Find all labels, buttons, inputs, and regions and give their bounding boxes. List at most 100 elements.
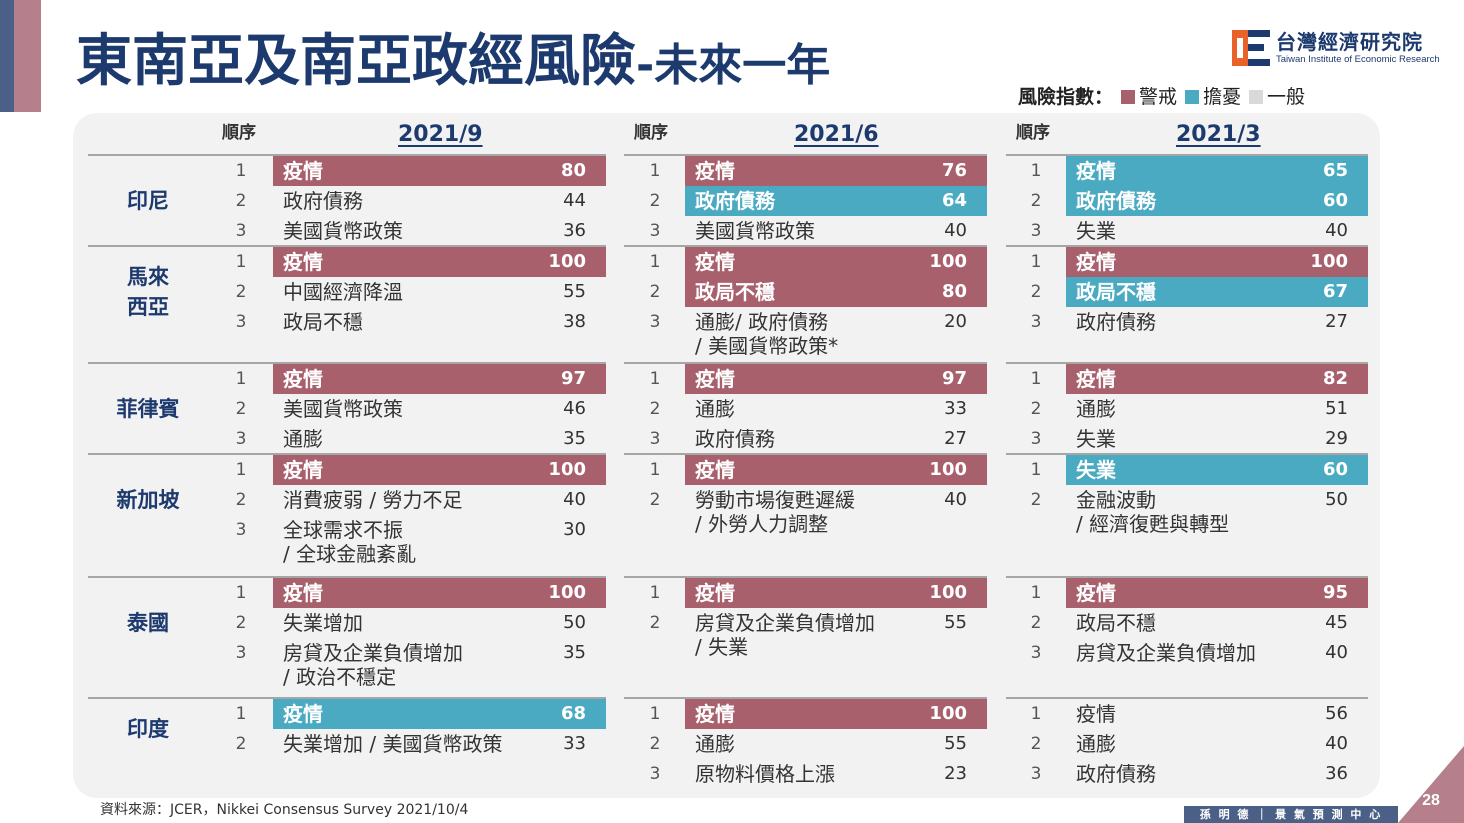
- row-separator: [1006, 154, 1368, 156]
- risk-item: 疫情 76: [685, 156, 987, 186]
- country-label: 泰國: [88, 608, 208, 638]
- risk-item: 失業 40: [1066, 216, 1368, 246]
- row-separator: [624, 576, 987, 578]
- row-separator: [1006, 362, 1368, 364]
- risk-value: 100: [548, 459, 586, 480]
- risk-rank: 2: [649, 613, 661, 633]
- tier-logo-name-en: Taiwan Institute of Economic Research: [1276, 54, 1440, 65]
- risk-value: 36: [1325, 763, 1348, 784]
- risk-label-continued: / 經濟復甦與轉型: [1076, 512, 1230, 536]
- risk-item: 通膨 51: [1066, 394, 1368, 424]
- risk-rank: 3: [235, 643, 247, 663]
- risk-value: 68: [560, 703, 586, 724]
- legend-swatch-alert: [1121, 89, 1136, 104]
- tier-logo-icon: [1232, 30, 1270, 66]
- risk-item: 全球需求不振 / 全球金融紊亂 30: [273, 515, 606, 566]
- risk-value: 100: [929, 459, 967, 480]
- country-label-line: 馬來: [127, 265, 169, 289]
- risk-item: 失業 29: [1066, 424, 1368, 454]
- risk-value: 35: [563, 428, 586, 449]
- row-separator: [88, 697, 606, 699]
- risk-value: 36: [563, 220, 586, 241]
- risk-rank: 3: [649, 429, 661, 449]
- risk-value: 97: [560, 368, 586, 389]
- risk-rank: 3: [1030, 312, 1042, 332]
- risk-item: 通膨 55: [685, 729, 987, 759]
- risk-rank: 2: [235, 191, 247, 211]
- risk-label-continued: / 失業: [695, 635, 749, 659]
- risk-item: 政府債務 27: [685, 424, 987, 454]
- risk-rank: 1: [1030, 460, 1042, 480]
- risk-item: 美國貨幣政策 40: [685, 216, 987, 246]
- risk-label: 政局不穩: [1076, 611, 1156, 635]
- source-note: 資料來源：JCER，Nikkei Consensus Survey 2021/1…: [100, 802, 469, 818]
- risk-label: 房貸及企業負債增加: [695, 611, 875, 635]
- country-label: 馬來 西亞: [88, 262, 208, 322]
- risk-value: 40: [944, 220, 967, 241]
- risk-rank: 1: [235, 369, 247, 389]
- risk-label: 失業增加 / 美國貨幣政策: [283, 732, 503, 756]
- page-title-sub: -未來一年: [636, 40, 831, 91]
- risk-value: 95: [1322, 582, 1348, 603]
- risk-label: 失業: [1076, 427, 1116, 451]
- risk-value: 45: [1325, 612, 1348, 633]
- risk-value: 40: [1325, 733, 1348, 754]
- risk-label: 通膨/ 政府債務: [695, 310, 829, 334]
- risk-rank: 3: [649, 312, 661, 332]
- risk-value: 80: [560, 160, 586, 181]
- risk-rank: 3: [649, 221, 661, 241]
- risk-label: 美國貨幣政策: [283, 219, 403, 243]
- country-label: 印度: [88, 714, 208, 744]
- risk-rank: 3: [1030, 429, 1042, 449]
- risk-item: 疫情 100: [273, 247, 606, 277]
- risk-item: 疫情 100: [1066, 247, 1368, 277]
- risk-label: 政府債務: [695, 189, 775, 213]
- country-label: 印尼: [88, 186, 208, 216]
- page-title-main: 東南亞及南亞政經風險: [76, 29, 636, 94]
- risk-legend: 風險指數： 警戒 擔憂 一般: [1018, 83, 1305, 109]
- risk-value: 56: [1325, 703, 1348, 724]
- period-header-1: 2021/6: [794, 122, 879, 147]
- risk-label: 美國貨幣政策: [283, 397, 403, 421]
- risk-item: 房貸及企業負債增加 / 政治不穩定 35: [273, 638, 606, 689]
- risk-label: 疫情: [283, 581, 323, 605]
- risk-label: 全球需求不振: [283, 518, 403, 542]
- risk-value: 100: [548, 582, 586, 603]
- risk-label: 政府債務: [695, 427, 775, 451]
- risk-value: 40: [944, 489, 967, 510]
- risk-rank: 3: [1030, 643, 1042, 663]
- risk-value: 100: [929, 251, 967, 272]
- risk-item: 房貸及企業負債增加 / 失業 55: [685, 608, 987, 659]
- risk-value: 82: [1322, 368, 1348, 389]
- risk-rank: 2: [1030, 282, 1042, 302]
- risk-rank: 3: [235, 520, 247, 540]
- risk-item: 疫情 100: [685, 578, 987, 608]
- tier-logo: 台灣經濟研究院 Taiwan Institute of Economic Res…: [1232, 30, 1444, 70]
- legend-label-alert: 警戒: [1139, 85, 1178, 108]
- risk-rank: 2: [235, 613, 247, 633]
- risk-label-continued: / 外勞人力調整: [695, 512, 829, 536]
- risk-rank: 3: [649, 764, 661, 784]
- risk-label: 通膨: [695, 732, 735, 756]
- risk-item: 美國貨幣政策 36: [273, 216, 606, 246]
- risk-item: 房貸及企業負債增加 40: [1066, 638, 1368, 668]
- risk-label: 疫情: [695, 159, 735, 183]
- risk-label: 房貸及企業負債增加: [283, 641, 463, 665]
- risk-item: 疫情 95: [1066, 578, 1368, 608]
- risk-label: 美國貨幣政策: [695, 219, 815, 243]
- risk-rank: 1: [1030, 583, 1042, 603]
- risk-rank: 3: [1030, 221, 1042, 241]
- risk-rank: 2: [235, 734, 247, 754]
- risk-value: 60: [1322, 459, 1348, 480]
- risk-label: 失業增加: [283, 611, 363, 635]
- risk-item: 疫情 68: [273, 699, 606, 729]
- risk-rank: 3: [235, 221, 247, 241]
- row-separator: [1006, 245, 1368, 247]
- risk-item: 政局不穩 80: [685, 277, 987, 307]
- row-separator: [88, 154, 606, 156]
- risk-value: 67: [1322, 281, 1348, 302]
- risk-item: 政府債務 27: [1066, 307, 1368, 337]
- risk-label-continued: / 美國貨幣政策*: [695, 334, 839, 358]
- risk-label: 疫情: [283, 250, 323, 274]
- risk-rank: 1: [649, 252, 661, 272]
